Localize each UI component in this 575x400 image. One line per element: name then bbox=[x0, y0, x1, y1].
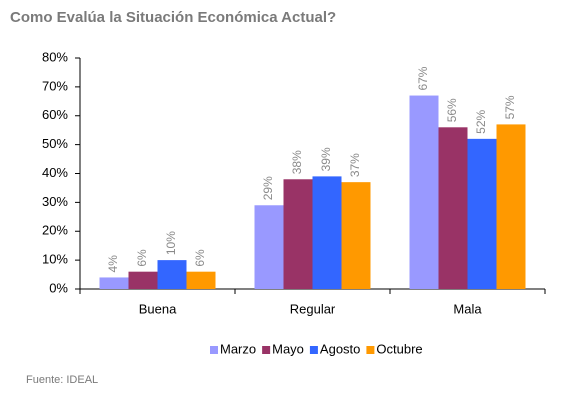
bar bbox=[157, 260, 187, 289]
value-label: 4% bbox=[106, 255, 120, 273]
bar bbox=[467, 138, 497, 289]
x-tick-label: Mala bbox=[453, 301, 482, 316]
legend-label: Agosto bbox=[320, 341, 360, 356]
x-tick-label: Buena bbox=[139, 301, 177, 316]
legend-swatch bbox=[366, 346, 375, 354]
source-note: Fuente: IDEAL bbox=[26, 374, 98, 386]
bar bbox=[99, 277, 129, 289]
value-label: 39% bbox=[319, 147, 333, 171]
y-tick-label: 50% bbox=[42, 136, 68, 151]
bar bbox=[312, 176, 342, 289]
value-label: 67% bbox=[416, 66, 430, 90]
legend-swatch bbox=[210, 346, 218, 354]
legend-label: Octubre bbox=[376, 341, 422, 356]
y-tick-label: 10% bbox=[42, 252, 68, 267]
value-label: 56% bbox=[445, 98, 459, 122]
legend-swatch bbox=[309, 346, 318, 354]
legend-swatch bbox=[262, 346, 271, 354]
y-tick-label: 40% bbox=[42, 165, 68, 180]
bar bbox=[438, 127, 468, 289]
y-tick-label: 30% bbox=[42, 194, 68, 209]
value-label: 29% bbox=[261, 176, 275, 200]
y-tick-label: 0% bbox=[49, 280, 68, 295]
value-label: 57% bbox=[503, 95, 517, 119]
value-label: 6% bbox=[193, 249, 207, 267]
chart-title: Como Evalúa la Situación Económica Actua… bbox=[10, 9, 336, 26]
bar bbox=[254, 205, 284, 289]
x-tick-label: Regular bbox=[290, 301, 336, 316]
legend-label: Mayo bbox=[272, 341, 304, 356]
y-tick-label: 80% bbox=[42, 49, 68, 64]
value-label: 52% bbox=[474, 110, 488, 134]
bar bbox=[341, 182, 371, 289]
bar bbox=[409, 95, 439, 289]
value-label: 10% bbox=[164, 231, 178, 255]
legend-label: Marzo bbox=[220, 341, 256, 356]
bar bbox=[128, 271, 158, 289]
y-tick-label: 20% bbox=[42, 223, 68, 238]
bar bbox=[496, 124, 526, 289]
value-label: 38% bbox=[290, 150, 304, 174]
bar bbox=[186, 271, 216, 289]
bar bbox=[283, 179, 313, 289]
value-label: 6% bbox=[135, 249, 149, 267]
value-label: 37% bbox=[348, 153, 362, 177]
y-tick-label: 70% bbox=[42, 78, 68, 93]
y-tick-label: 60% bbox=[42, 107, 68, 122]
